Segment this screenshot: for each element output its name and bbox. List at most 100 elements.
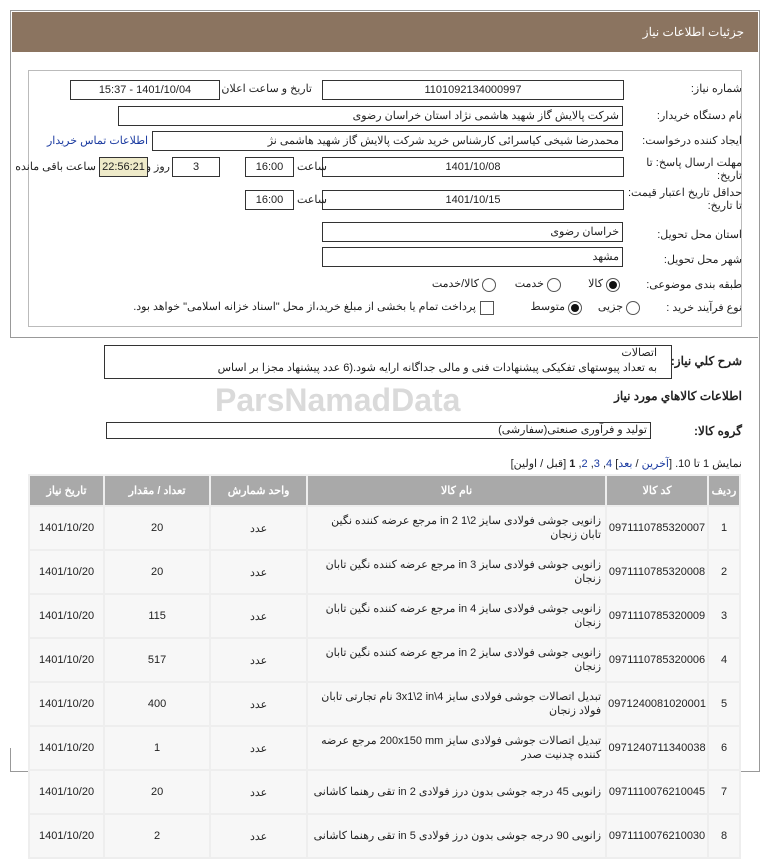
table-row: 8 0971110076210030 زانویی 90 درجه جوشی بدو… xyxy=(27,813,741,859)
quantity: 400 xyxy=(103,681,212,727)
pagination-last[interactable]: آخرین xyxy=(641,458,669,470)
goods-table: ردیف کد کالا نام کالا واحد شمارش تعداد /… xyxy=(27,474,741,859)
row-number: 8 xyxy=(707,813,741,859)
days-label: روز و xyxy=(145,161,170,173)
category-radio-goods[interactable] xyxy=(606,278,620,292)
table-row: 4 0971110785320006 زانویی جوشی فولادی سایز… xyxy=(27,637,741,683)
need-date: 1401/10/20 xyxy=(27,681,106,727)
need-date: 1401/10/20 xyxy=(27,593,106,639)
item-name: زانویی جوشی فولادی سایز 3 in مرجع عرضه ک… xyxy=(306,549,608,595)
pagination-sep: / xyxy=(632,458,642,470)
item-name: زانویی جوشی فولادی سایز 4 in مرجع عرضه ک… xyxy=(306,593,608,639)
row-number: 1 xyxy=(707,505,741,551)
page-title: جزئیات اطلاعات نیاز xyxy=(642,25,744,39)
table-row: 1 0971110785320007 زانویی جوشی فولادی سایز… xyxy=(27,505,741,551)
row-number: 4 xyxy=(707,637,741,683)
unit: عدد xyxy=(209,549,309,595)
item-name: زانویی جوشی فولادی سایز 2 in مرجع عرضه ک… xyxy=(306,637,608,683)
pagination-page-2[interactable]: 2 xyxy=(581,458,588,470)
province-field: خراسان رضوی xyxy=(322,222,623,242)
item-code: 0971240081020001 xyxy=(605,681,709,727)
category-option-goods: کالا xyxy=(588,278,603,290)
table-row: 3 0971110785320009 زانویی جوشی فولادی سایز… xyxy=(27,593,741,639)
unit: عدد xyxy=(209,681,309,727)
quantity: 1 xyxy=(103,725,212,771)
col-name: نام کالا xyxy=(306,474,608,507)
item-name: تبدیل اتصالات جوشی فولادی سایز 200x150 m… xyxy=(306,725,608,771)
pagination-summary: نمایش 1 تا 10. [ xyxy=(669,458,742,470)
col-unit: واحد شمارش xyxy=(209,474,309,507)
pagination-next[interactable]: بعد xyxy=(618,458,633,470)
item-code: 0971110785320009 xyxy=(605,593,709,639)
need-number-field: 1101092134000997 xyxy=(322,80,624,100)
item-code: 0971110076210030 xyxy=(605,813,709,859)
process-option-minor: جزیی xyxy=(597,301,623,313)
quantity: 115 xyxy=(103,593,212,639)
item-code: 0971110785320008 xyxy=(605,549,709,595)
category-option-service: خدمت xyxy=(514,278,544,290)
table-row: 5 0971240081020001 تبدیل اتصالات جوشی فولا… xyxy=(27,681,741,727)
quantity: 20 xyxy=(103,549,212,595)
need-date: 1401/10/20 xyxy=(27,505,106,551)
deadline-time-field: 16:00 xyxy=(245,157,294,177)
goods-group-label: گروه کالا: xyxy=(694,424,742,438)
unit: عدد xyxy=(209,725,309,771)
description-line-1: اتصالات xyxy=(621,347,657,359)
row-number: 3 xyxy=(707,593,741,639)
table-header-row: ردیف کد کالا نام کالا واحد شمارش تعداد /… xyxy=(27,474,741,507)
process-option-medium: متوسط xyxy=(530,301,565,313)
validity-date-field: 1401/10/15 xyxy=(322,190,624,210)
need-date: 1401/10/20 xyxy=(27,813,106,859)
process-radio-minor[interactable] xyxy=(626,301,640,315)
table-row: 7 0971110076210045 زانویی 45 درجه جوشی بدو… xyxy=(27,769,741,815)
announce-field: 1401/10/04 - 15:37 xyxy=(70,80,220,100)
item-name: زانویی 45 درجه جوشی بدون درز فولادی 2 in… xyxy=(306,769,608,815)
creator-label: ایجاد کننده درخواست: xyxy=(642,135,742,147)
col-code: کد کالا xyxy=(605,474,709,507)
pagination-page-3[interactable]: 3 xyxy=(593,458,600,470)
page-header: جزئیات اطلاعات نیاز xyxy=(12,12,758,52)
pagination-page-1: 1 xyxy=(569,458,576,470)
validity-label: حداقل تاریخ اعتبار قیمت: تا تاریخ: xyxy=(628,187,742,212)
city-field: مشهد xyxy=(322,247,623,267)
treasury-payment-checkbox[interactable] xyxy=(480,301,494,315)
process-label: نوع فرآیند خرید : xyxy=(666,302,742,314)
buyer-contact-link[interactable]: اطلاعات تماس خریدار xyxy=(46,135,148,147)
deadline-time-label: ساعت xyxy=(297,161,327,173)
table-row: 2 0971110785320008 زانویی جوشی فولادی سایز… xyxy=(27,549,741,595)
need-date: 1401/10/20 xyxy=(27,725,106,771)
unit: عدد xyxy=(209,593,309,639)
quantity: 2 xyxy=(103,813,212,859)
col-qty: تعداد / مقدار xyxy=(103,474,212,507)
category-option-both: کالا/خدمت xyxy=(431,278,479,290)
need-date: 1401/10/20 xyxy=(27,769,106,815)
goods-group-field: تولید و فرآوری صنعتی(سفارشی) xyxy=(106,422,651,439)
item-name: زانویی 90 درجه جوشی بدون درز فولادی 5 in… xyxy=(306,813,608,859)
category-radio-both[interactable] xyxy=(482,278,496,292)
need-date: 1401/10/20 xyxy=(27,549,106,595)
item-name: زانویی جوشی فولادی سایز 2\1 2 in مرجع عر… xyxy=(306,505,608,551)
unit: عدد xyxy=(209,813,309,859)
item-code: 0971240711340038 xyxy=(605,725,709,771)
city-label: شهر محل تحویل: xyxy=(663,254,742,266)
item-code: 0971110785320007 xyxy=(605,505,709,551)
category-radio-service[interactable] xyxy=(547,278,561,292)
pagination-bracket: ] xyxy=(612,458,619,470)
treasury-payment-note: پرداخت تمام یا بخشی از مبلغ خرید،از محل … xyxy=(133,301,476,313)
process-radio-medium[interactable] xyxy=(568,301,582,315)
table-row: 6 0971240711340038 تبدیل اتصالات جوشی فولا… xyxy=(27,725,741,771)
remaining-time-field: 22:56:21 xyxy=(99,157,148,177)
remaining-label: ساعت باقی مانده xyxy=(15,161,96,173)
unit: عدد xyxy=(209,637,309,683)
pagination: نمایش 1 تا 10. [آخرین / بعد] 4, 3, 2, 1 … xyxy=(510,458,742,470)
row-number: 7 xyxy=(707,769,741,815)
quantity: 517 xyxy=(103,637,212,683)
deadline-date-field: 1401/10/08 xyxy=(322,157,624,177)
province-label: استان محل تحویل: xyxy=(657,229,742,241)
buyer-field: شرکت پالایش گاز شهید هاشمی نژاد استان خر… xyxy=(118,106,623,126)
need-date: 1401/10/20 xyxy=(27,637,106,683)
item-name: تبدیل اتصالات جوشی فولادی سایز 4\3x1\2 i… xyxy=(306,681,608,727)
row-number: 6 xyxy=(707,725,741,771)
pagination-page-4[interactable]: 4 xyxy=(606,458,613,470)
description-textarea[interactable]: اتصالات به تعداد پیوستهای تفکیکی پیشنهادا… xyxy=(104,345,672,379)
